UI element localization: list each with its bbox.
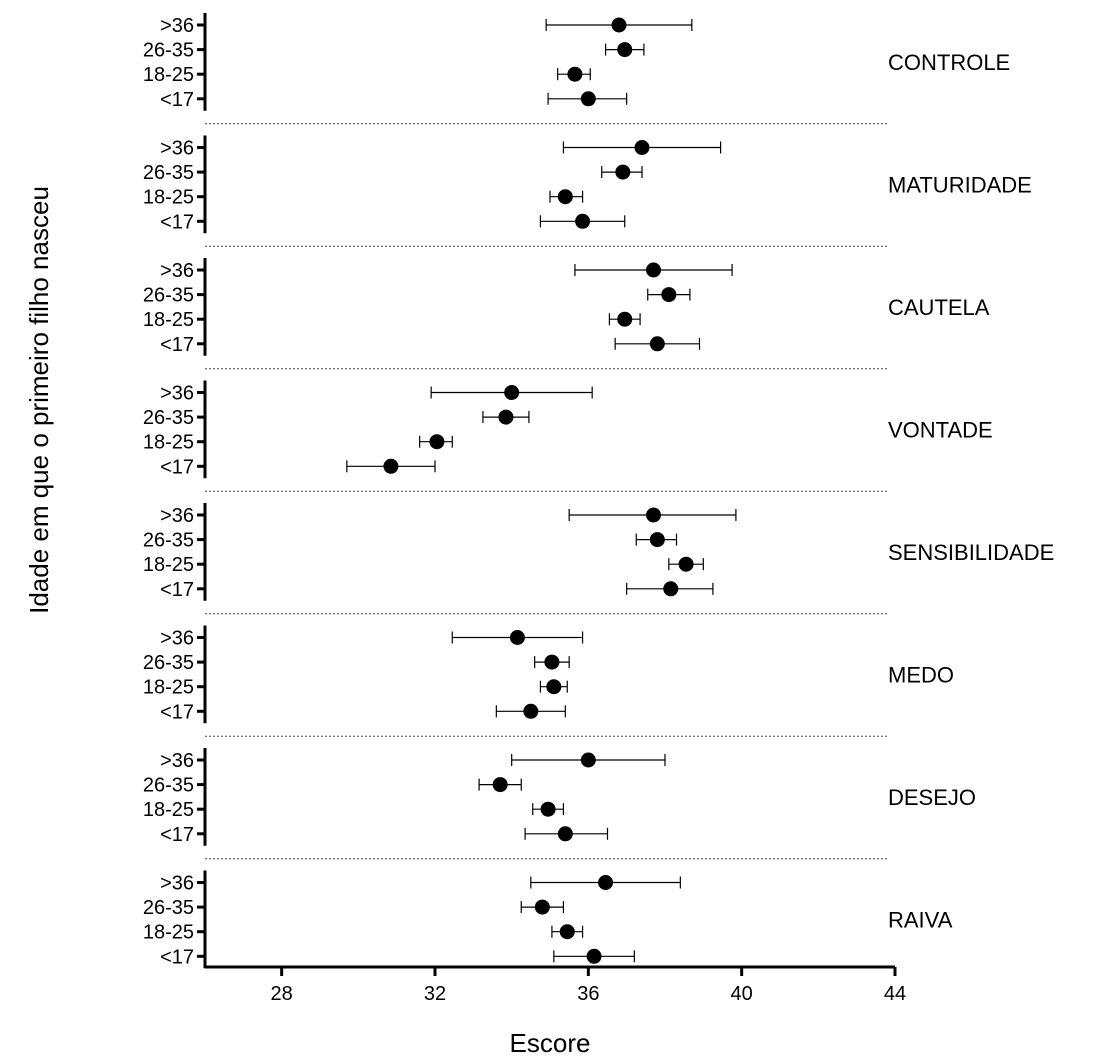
row-label: >36 — [160, 505, 194, 527]
mean-point — [544, 654, 560, 670]
row-label: <17 — [160, 946, 194, 968]
mean-point — [534, 899, 550, 915]
mean-point — [498, 409, 514, 425]
mean-point — [617, 311, 633, 327]
x-tick-label: 40 — [731, 983, 753, 1005]
row-label: 18-25 — [143, 64, 194, 86]
group-label: DESEJO — [888, 785, 976, 810]
mean-point — [504, 385, 520, 400]
mean-point — [634, 140, 650, 155]
group-label: SENSIBILIDADE — [888, 540, 1054, 565]
labels-layer: CONTROLE>3626-3518-25<17MATURIDADE>3626-… — [143, 15, 1054, 1005]
row-label: >36 — [160, 628, 194, 650]
mean-point — [646, 262, 661, 278]
row-label: 26-35 — [143, 897, 194, 919]
mean-point — [429, 434, 445, 450]
y-axis-title: Idade em que o primeiro filho nasceu — [24, 186, 54, 614]
mean-point — [661, 287, 677, 303]
row-label: >36 — [160, 750, 194, 772]
x-tick-label: 28 — [271, 983, 293, 1005]
row-label: <17 — [160, 824, 194, 846]
row-label: 26-35 — [143, 162, 194, 184]
mean-point — [611, 17, 627, 33]
row-label: <17 — [160, 579, 194, 601]
row-label: 18-25 — [143, 309, 194, 331]
row-label: 26-35 — [143, 530, 194, 552]
group-label: MATURIDADE — [888, 172, 1032, 197]
row-label: 18-25 — [143, 922, 194, 944]
x-axis-title: Escore — [510, 1028, 591, 1058]
mean-point — [598, 875, 614, 890]
row-label: <17 — [160, 701, 194, 723]
row-label: 26-35 — [143, 285, 194, 307]
mean-point — [559, 924, 575, 940]
group-label: RAIVA — [888, 907, 953, 932]
row-label: >36 — [160, 138, 194, 160]
mean-point — [509, 630, 525, 645]
mean-point — [580, 752, 596, 768]
mean-point — [646, 507, 661, 523]
mean-point — [663, 581, 679, 597]
row-label: >36 — [160, 15, 194, 37]
mean-point — [523, 703, 539, 719]
row-label: 18-25 — [143, 677, 194, 699]
group-label: MEDO — [888, 662, 954, 687]
mean-point — [615, 164, 631, 180]
separator-layer — [205, 123, 888, 860]
row-label: 26-35 — [143, 40, 194, 62]
error-bars-layer — [346, 17, 737, 964]
row-label: 18-25 — [143, 187, 194, 209]
mean-point — [540, 801, 556, 817]
row-label: 18-25 — [143, 432, 194, 454]
row-label: 26-35 — [143, 407, 194, 429]
x-tick-label: 36 — [577, 983, 599, 1005]
row-label: 26-35 — [143, 775, 194, 797]
mean-point — [649, 336, 665, 352]
row-label: 26-35 — [143, 652, 194, 674]
x-tick-label: 44 — [884, 983, 906, 1005]
row-label: <17 — [160, 211, 194, 233]
group-label: VONTADE — [888, 417, 993, 442]
row-label: <17 — [160, 456, 194, 478]
mean-point — [649, 532, 665, 548]
mean-point — [580, 91, 596, 107]
row-label: >36 — [160, 873, 194, 895]
row-label: <17 — [160, 89, 194, 111]
group-label: CAUTELA — [888, 295, 990, 320]
mean-point — [557, 189, 573, 205]
mean-point — [546, 679, 562, 695]
mean-point — [492, 777, 508, 793]
axes-layer — [197, 13, 897, 976]
mean-point — [586, 948, 602, 964]
mean-point — [567, 66, 583, 82]
row-label: >36 — [160, 260, 194, 282]
x-tick-label: 32 — [424, 983, 446, 1005]
group-label: CONTROLE — [888, 50, 1010, 75]
row-label: 18-25 — [143, 554, 194, 576]
mean-point — [678, 556, 694, 572]
row-label: >36 — [160, 383, 194, 405]
mean-point — [383, 458, 399, 474]
mean-point — [557, 826, 573, 842]
row-label: <17 — [160, 334, 194, 356]
mean-point — [575, 213, 591, 229]
row-label: 18-25 — [143, 799, 194, 821]
mean-point — [617, 42, 633, 58]
